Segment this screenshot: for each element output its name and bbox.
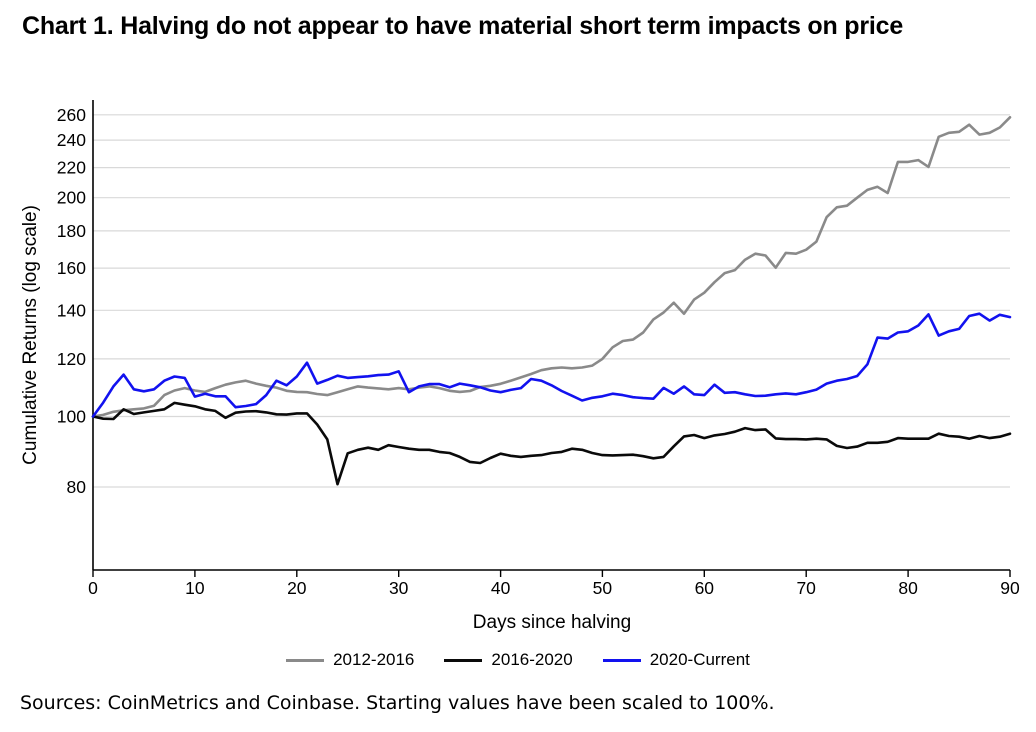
- y-tick-label: 220: [57, 158, 86, 178]
- legend-line-swatch-black: [444, 658, 483, 662]
- chart-title: Chart 1. Halving do not appear to have m…: [22, 12, 904, 40]
- x-tick-label: 90: [1000, 578, 1020, 598]
- series-line-2020-current: [91, 312, 1012, 418]
- x-tick-label: 10: [185, 578, 205, 598]
- series-line-2012-2016: [91, 116, 1012, 418]
- source-note: Sources: CoinMetrics and Coinbase. Start…: [20, 692, 775, 714]
- legend-item-2012-2016: 2012-2016: [286, 650, 414, 670]
- x-tick-label: 30: [389, 578, 409, 598]
- x-tick-label: 80: [898, 578, 918, 598]
- x-tick-label: 70: [796, 578, 816, 598]
- y-tick-label: 240: [57, 130, 86, 150]
- legend-line-swatch-blue: [602, 658, 641, 662]
- y-tick-label: 80: [67, 477, 87, 497]
- x-tick-label: 40: [491, 578, 511, 598]
- y-tick-label: 160: [57, 258, 86, 278]
- x-tick-label: 0: [88, 578, 98, 598]
- y-tick-label: 180: [57, 221, 86, 241]
- legend-item-2016-2020: 2016-2020: [444, 650, 573, 670]
- y-axis-title: Cumulative Returns (log scale): [20, 205, 41, 465]
- legend-label: 2012-2016: [333, 650, 415, 669]
- legend-line-swatch-gray: [286, 658, 325, 662]
- x-tick-label: 60: [695, 578, 715, 598]
- y-tick-label: 100: [57, 407, 86, 427]
- y-tick-label: 260: [57, 105, 86, 125]
- legend-label: 2020-Current: [649, 650, 750, 669]
- y-tick-label: 200: [57, 188, 86, 208]
- y-tick-label: 120: [57, 349, 86, 369]
- x-tick-label: 50: [593, 578, 613, 598]
- x-axis-title: Days since halving: [473, 612, 631, 633]
- series-line-2016-2020: [91, 401, 1012, 486]
- y-tick-label: 140: [57, 300, 86, 320]
- chart-legend: 2012-2016 2016-2020 2020-Current: [0, 650, 1036, 670]
- x-tick-label: 20: [287, 578, 307, 598]
- legend-item-2020-current: 2020-Current: [602, 650, 750, 670]
- legend-label: 2016-2020: [491, 650, 573, 669]
